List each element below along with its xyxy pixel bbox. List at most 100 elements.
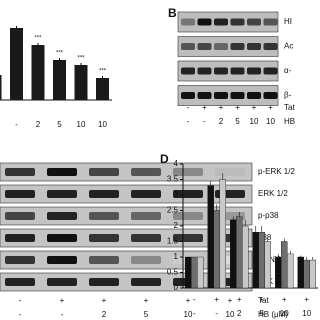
lane-label: 10 xyxy=(266,117,275,126)
bar xyxy=(10,28,23,100)
lane-label: + xyxy=(202,103,207,112)
lane-label: + xyxy=(219,103,224,112)
y-tick-label: 4 xyxy=(174,159,179,168)
blot-band xyxy=(89,190,119,198)
blot-band xyxy=(131,168,161,176)
blot-band xyxy=(89,256,119,264)
blot-band xyxy=(89,278,119,286)
lane-label: 10 xyxy=(184,310,193,319)
blot-band xyxy=(131,190,161,198)
bar xyxy=(264,241,271,289)
blot-strip xyxy=(0,206,253,226)
row-label: HB (μM) xyxy=(258,310,288,319)
blot-band xyxy=(131,256,161,264)
blot-band xyxy=(181,43,195,50)
x-tick-label: + xyxy=(237,295,242,304)
x-tick-label: 5 xyxy=(57,120,62,129)
blot-band xyxy=(173,234,203,242)
blot-strip xyxy=(0,228,253,248)
protein-label: ERK 1/2 xyxy=(258,189,288,198)
bar xyxy=(0,75,2,100)
blot-band xyxy=(47,212,77,220)
y-tick-label: 2.5 xyxy=(167,206,179,215)
blot-band xyxy=(5,256,35,264)
blot-band xyxy=(173,168,203,176)
blot-strip xyxy=(0,184,253,204)
lane-label: + xyxy=(235,103,240,112)
y-tick-label: 0.5 xyxy=(167,268,179,277)
y-tick-label: 3.5 xyxy=(167,175,179,184)
blot-band xyxy=(131,212,161,220)
blot-band xyxy=(5,212,35,220)
lane-label: 10 xyxy=(226,310,235,319)
bar xyxy=(96,78,109,100)
lane-label: - xyxy=(187,103,190,112)
bar xyxy=(31,45,45,100)
protein-label: Ac xyxy=(284,42,293,51)
bar xyxy=(252,231,259,289)
blot-band xyxy=(5,190,35,198)
annotation: *** xyxy=(56,51,64,57)
blot-band xyxy=(214,43,228,50)
x-tick-label: + xyxy=(282,295,287,304)
lane-label: + xyxy=(60,296,65,305)
lane-label: - xyxy=(19,310,22,319)
bar xyxy=(219,179,226,289)
blot-band xyxy=(47,190,77,198)
blot-band xyxy=(47,168,77,176)
row-label: HB xyxy=(284,117,295,126)
bar xyxy=(213,210,220,289)
bar xyxy=(74,65,88,100)
blot-band xyxy=(131,278,161,286)
blot-band xyxy=(47,256,77,264)
y-tick-label: 1.5 xyxy=(167,237,179,246)
blot-band xyxy=(5,168,35,176)
annotation: *** xyxy=(77,56,85,62)
bar xyxy=(197,256,204,289)
lane-label: - xyxy=(61,310,64,319)
lane-label: + xyxy=(252,103,257,112)
y-tick-label: 1 xyxy=(174,252,179,261)
x-tick-label: + xyxy=(259,295,264,304)
blot-band xyxy=(263,18,278,26)
lane-label: 5 xyxy=(235,117,240,126)
blot-band xyxy=(230,43,245,50)
protein-label: p-ERK 1/2 xyxy=(258,167,295,176)
lane-label: 5 xyxy=(144,310,149,319)
y-tick-label: 0 xyxy=(174,283,179,292)
blot-band xyxy=(181,92,195,99)
blot-band xyxy=(131,234,161,242)
bar xyxy=(230,219,237,289)
blot-band xyxy=(215,168,245,176)
blot-band xyxy=(197,67,212,75)
lane-label: - xyxy=(187,117,190,126)
blot-band xyxy=(197,18,212,26)
blot-band xyxy=(173,212,203,220)
panel-label: B xyxy=(168,6,177,20)
protein-label: β- xyxy=(284,91,292,100)
x-tick-label: 2 xyxy=(36,120,41,129)
blot-band xyxy=(263,43,278,50)
bar xyxy=(53,60,66,100)
x-tick-label: + xyxy=(214,295,219,304)
lane-label: + xyxy=(268,103,273,112)
blot-band xyxy=(5,278,35,286)
protein-label: p-p38 xyxy=(258,211,279,220)
blot-band xyxy=(197,92,212,99)
x-tick-label: - xyxy=(193,295,196,304)
bar xyxy=(309,259,316,289)
bar xyxy=(207,185,214,289)
blot-band xyxy=(230,18,245,26)
lane-label: 2 xyxy=(102,310,107,319)
blot-band xyxy=(247,18,261,26)
blot-band xyxy=(89,212,119,220)
x-tick-label: + xyxy=(304,295,309,304)
blot-band xyxy=(173,190,203,198)
blot-band xyxy=(181,67,195,75)
protein-label: HI xyxy=(284,17,292,26)
lane-label: + xyxy=(102,296,107,305)
blot-band xyxy=(247,92,261,99)
blot-band xyxy=(47,278,77,286)
blot-band xyxy=(214,67,228,75)
